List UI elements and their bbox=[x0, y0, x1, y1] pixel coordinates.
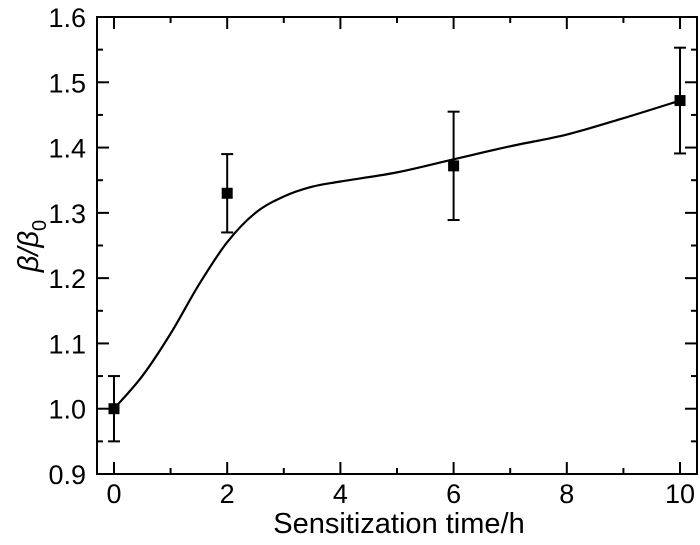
data-point-marker bbox=[448, 160, 460, 172]
plot-border bbox=[96, 16, 698, 475]
y-axis-title-subscript: 0 bbox=[29, 220, 51, 231]
data-point-group bbox=[447, 110, 460, 222]
x-axis-title: Sensitization time/h bbox=[273, 508, 524, 540]
y-axis-ticks: 0.9 1.0 1.1 1.2 1.3 1.4 1.5 1.6 bbox=[48, 3, 697, 490]
data-point-marker bbox=[674, 95, 686, 107]
plot-frame bbox=[96, 16, 698, 475]
y-tick-label: 1.4 bbox=[48, 134, 86, 164]
data-point-group bbox=[674, 46, 687, 155]
x-axis-ticks: 0 2 4 6 8 10 bbox=[106, 17, 695, 509]
y-axis-title: β/β0 bbox=[13, 220, 51, 273]
x-tick-label: 10 bbox=[665, 479, 695, 509]
data-point-marker bbox=[108, 403, 120, 415]
x-tick-label: 4 bbox=[333, 479, 348, 509]
y-tick-label: 1.6 bbox=[48, 3, 86, 33]
data-points-layer bbox=[107, 46, 687, 443]
y-tick-label: 1.5 bbox=[48, 68, 86, 98]
data-point-marker bbox=[221, 187, 233, 199]
x-tick-label: 0 bbox=[106, 479, 121, 509]
fit-curve bbox=[113, 99, 681, 410]
x-tick-label: 2 bbox=[220, 479, 235, 509]
y-tick-label: 1.3 bbox=[48, 199, 86, 229]
y-axis-title-symbol: β/β bbox=[13, 231, 45, 273]
x-tick-label: 8 bbox=[559, 479, 574, 509]
fit-curve-layer bbox=[113, 99, 681, 410]
y-tick-label: 1.2 bbox=[48, 264, 86, 294]
y-tick-label: 0.9 bbox=[48, 460, 86, 490]
x-tick-label: 6 bbox=[446, 479, 461, 509]
y-tick-label: 1.1 bbox=[48, 329, 86, 359]
data-point-group bbox=[107, 375, 120, 443]
y-tick-label: 1.0 bbox=[48, 395, 86, 425]
data-point-group bbox=[221, 153, 234, 234]
